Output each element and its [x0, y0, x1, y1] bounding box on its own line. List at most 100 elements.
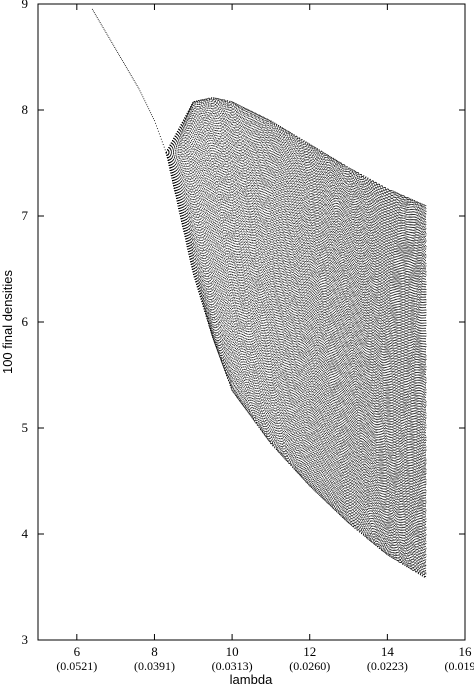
y-axis-label: 100 final densities — [0, 269, 15, 374]
data-point — [161, 141, 163, 143]
series-89 — [165, 98, 427, 568]
series-18 — [165, 115, 427, 546]
data-point — [101, 25, 103, 27]
data-point — [139, 90, 141, 92]
x-tick-sublabel: (0.0521) — [56, 659, 97, 673]
series-15 — [165, 108, 427, 549]
series-47 — [165, 124, 427, 518]
data-point — [103, 28, 105, 30]
data-point — [155, 125, 157, 127]
data-point — [105, 32, 107, 33]
series-53 — [165, 119, 427, 511]
data-point — [123, 61, 124, 63]
series-94 — [165, 97, 427, 564]
data-point — [111, 42, 113, 43]
data-point — [116, 50, 118, 52]
series-25 — [165, 130, 427, 539]
series-73 — [165, 106, 427, 578]
series-48 — [165, 123, 427, 516]
x-tick-label: 10 — [226, 644, 239, 659]
data-point — [131, 76, 133, 78]
series-38 — [165, 131, 427, 527]
data-points — [91, 8, 427, 579]
data-point — [163, 146, 165, 148]
data-point — [115, 48, 117, 50]
series-7 — [166, 100, 427, 556]
y-tick-label: 3 — [22, 632, 29, 647]
data-point — [129, 73, 131, 75]
series-92 — [165, 97, 427, 566]
data-point — [113, 45, 115, 47]
series-2 — [165, 99, 427, 559]
series-56 — [165, 117, 427, 507]
data-point — [92, 10, 94, 12]
series-77 — [165, 103, 427, 576]
x-axis-label: lambda — [230, 672, 273, 686]
series-67 — [165, 110, 427, 574]
series-88 — [165, 99, 427, 569]
series-75 — [165, 105, 427, 577]
series-60 — [165, 115, 427, 538]
y-tick-label: 5 — [22, 420, 29, 435]
series-41 — [165, 128, 427, 524]
data-point — [153, 118, 154, 120]
series-27 — [165, 134, 427, 537]
series-6 — [166, 100, 427, 557]
y-tick-label: 6 — [22, 314, 29, 329]
series-59 — [165, 115, 427, 531]
data-point — [148, 108, 150, 110]
data-point — [100, 23, 102, 25]
series-8 — [166, 100, 427, 555]
data-point — [127, 70, 129, 72]
series-83 — [165, 100, 427, 572]
series-32 — [165, 135, 427, 533]
data-point — [102, 27, 104, 29]
x-tick-sublabel: (0.0391) — [134, 659, 175, 673]
series-61 — [165, 114, 427, 545]
data-point — [158, 133, 160, 135]
series-76 — [165, 104, 427, 576]
data-point — [125, 66, 127, 68]
data-point — [124, 65, 126, 67]
series-81 — [165, 101, 427, 573]
series-4 — [165, 99, 427, 558]
series-26 — [165, 132, 427, 538]
tick-labels: 6(0.0521)8(0.0391)10(0.0313)12(0.0260)14… — [22, 0, 474, 673]
data-point — [97, 18, 99, 20]
data-point — [135, 83, 137, 85]
x-tick-sublabel: (0.0260) — [289, 659, 330, 673]
x-tick-label: 12 — [303, 644, 316, 659]
series-22 — [165, 124, 427, 542]
series-37 — [165, 132, 427, 528]
data-point — [143, 98, 145, 100]
series-17 — [165, 113, 427, 547]
x-tick-sublabel: (0.0223) — [367, 659, 408, 673]
data-point — [152, 116, 154, 118]
data-point — [146, 104, 148, 106]
y-tick-label: 8 — [22, 102, 29, 117]
data-point — [159, 136, 161, 137]
series-3 — [165, 99, 427, 558]
series-43 — [166, 127, 427, 522]
data-point — [123, 63, 125, 65]
data-point — [95, 15, 97, 17]
data-point — [151, 114, 153, 116]
data-point — [117, 51, 119, 53]
x-tick-label: 14 — [381, 644, 395, 659]
y-tick-label: 9 — [22, 0, 29, 11]
data-point — [136, 85, 138, 86]
series-54 — [165, 119, 427, 509]
series-64 — [165, 112, 427, 563]
series-34 — [165, 134, 427, 531]
data-point — [160, 138, 162, 140]
series-10 — [165, 101, 427, 553]
data-point — [154, 120, 155, 122]
series-35 — [165, 133, 427, 530]
data-point — [96, 17, 98, 19]
data-point — [106, 33, 108, 35]
data-point — [118, 53, 120, 55]
data-point — [128, 71, 130, 73]
data-point — [141, 94, 143, 96]
series-24 — [165, 128, 427, 540]
